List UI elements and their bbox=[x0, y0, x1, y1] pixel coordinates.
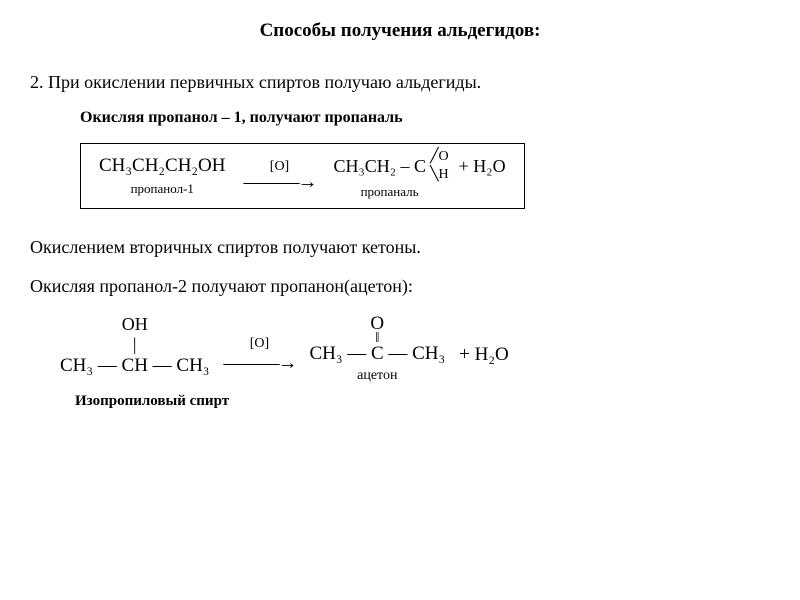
aldehyde-group: ╱O ╲H bbox=[430, 152, 449, 180]
reactant-1: CH₃CH₂CH₂OH пропанол-1 bbox=[99, 155, 226, 197]
intro-text-1: 2. При окислении первичных спиртов получ… bbox=[30, 70, 770, 95]
product-formula: CH₃CH₂ – C ╱O ╲H + H₂O bbox=[334, 152, 506, 180]
arrow-icon: ———→ bbox=[244, 171, 316, 194]
aldehyde-o: ╱O bbox=[430, 150, 449, 164]
sub-heading-1: Окисляя пропанол – 1, получают пропаналь bbox=[80, 109, 770, 127]
page-title: Способы получения альдегидов: bbox=[30, 20, 770, 42]
reactant-formula: CH₃CH₂CH₂OH bbox=[99, 155, 226, 177]
product-prefix: CH₃CH₂ – C bbox=[334, 156, 427, 177]
plus-water-2: + H₂O bbox=[459, 344, 509, 366]
reaction-1: CH₃CH₂CH₂OH пропанол-1 [O] ———→ CH₃CH₂ –… bbox=[99, 152, 506, 200]
reaction-2: OH | CH₃ — CH — CH₃ [O] ———→ O ‖ CH₃ — C… bbox=[60, 314, 770, 383]
product-1: CH₃CH₂ – C ╱O ╲H + H₂O пропаналь bbox=[334, 152, 506, 200]
product-label: пропаналь bbox=[361, 184, 419, 200]
product-2: O ‖ CH₃ — C — CH₃ ацетон bbox=[309, 314, 445, 383]
r2-oh: OH bbox=[122, 314, 148, 335]
keto-label: ацетон bbox=[357, 369, 397, 383]
r2-bond: | bbox=[133, 334, 137, 355]
reactant-label: пропанол-1 bbox=[131, 181, 194, 197]
plus-water-1: + H₂O bbox=[459, 156, 506, 177]
keto-chain: CH₃ — C — CH₃ bbox=[309, 344, 445, 363]
arrow2-condition: [O] bbox=[250, 336, 269, 352]
aldehyde-h: ╲H bbox=[430, 168, 449, 182]
intro-text-2b: Окисляя пропанол-2 получают пропанон(аце… bbox=[30, 274, 770, 299]
reaction-arrow-1: [O] ———→ bbox=[244, 159, 316, 194]
reaction-1-box: CH₃CH₂CH₂OH пропанол-1 [O] ———→ CH₃CH₂ –… bbox=[80, 143, 525, 209]
intro-text-2a: Окислением вторичных спиртов получают ке… bbox=[30, 235, 770, 260]
reaction-arrow-2: [O] ———→ bbox=[223, 336, 295, 375]
reactant-2: OH | CH₃ — CH — CH₃ bbox=[60, 314, 209, 377]
isopropyl-label: Изопропиловый спирт bbox=[75, 393, 770, 410]
arrow2-icon: ———→ bbox=[223, 352, 295, 375]
r2-chain: CH₃ — CH — CH₃ bbox=[60, 355, 209, 377]
